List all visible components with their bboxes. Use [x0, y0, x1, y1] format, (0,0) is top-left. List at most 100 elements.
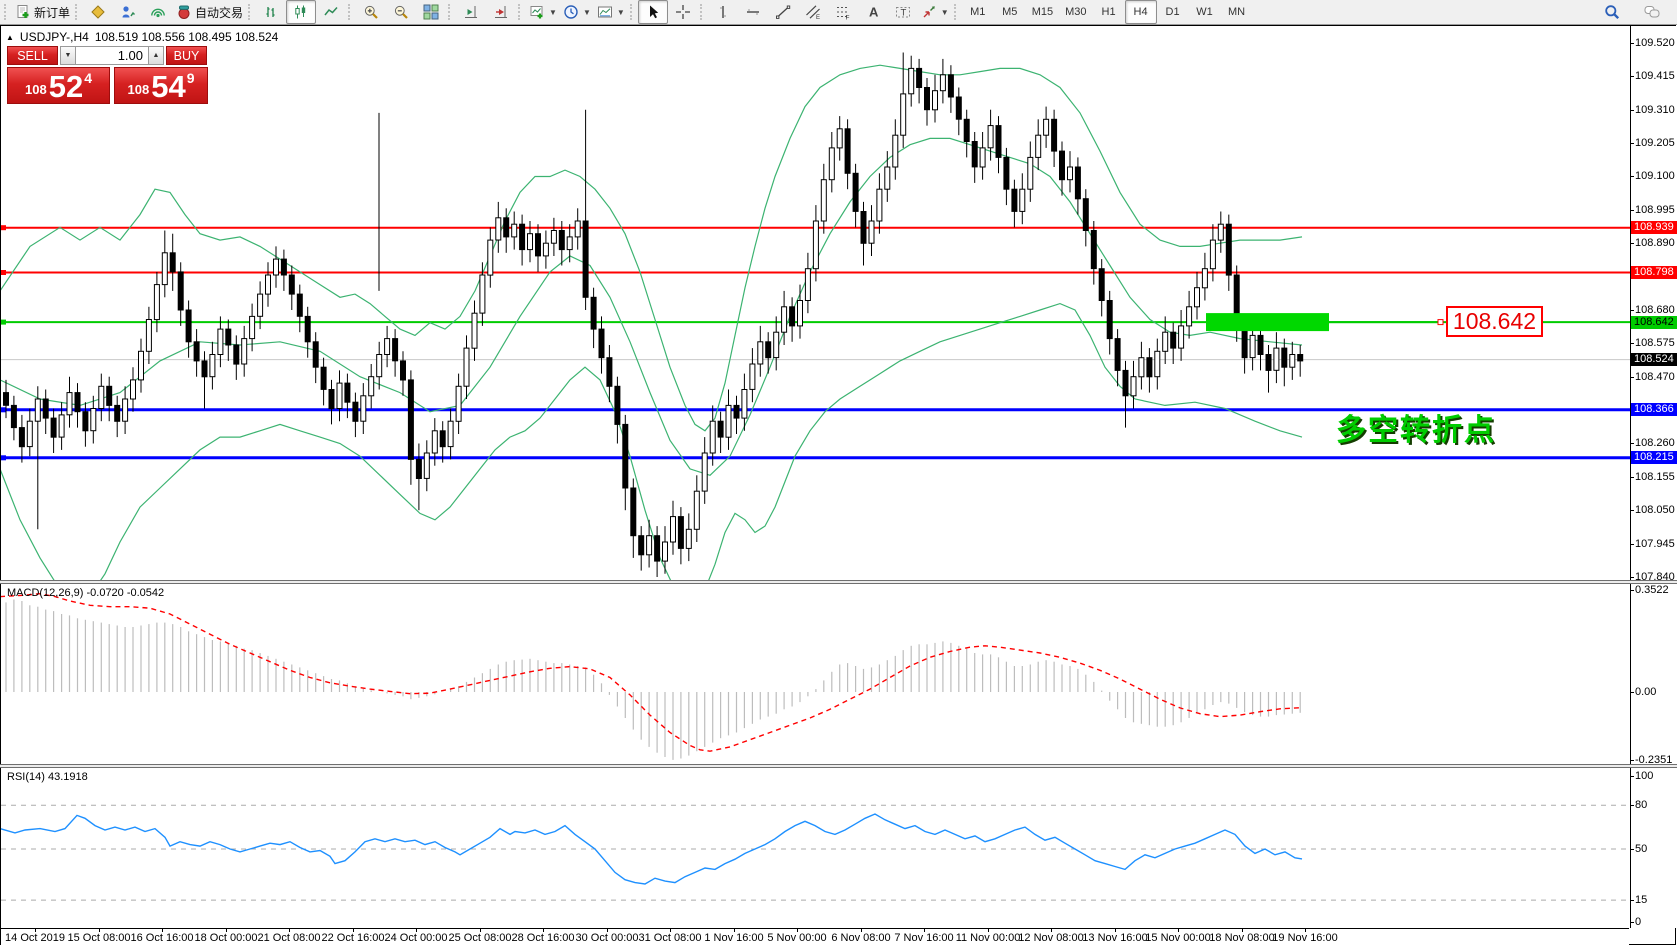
date-tick-label: 1 Nov 16:00	[704, 932, 764, 944]
toolbar-market-watch-button[interactable]	[113, 0, 143, 24]
cursor-icon	[649, 5, 658, 19]
timeframe-mn-button[interactable]: MN	[1227, 6, 1246, 18]
date-tick-label: 13 Nov 16:00	[1082, 932, 1148, 944]
rsi-tick-label: 50	[1635, 843, 1648, 855]
market-watch-icon	[122, 6, 136, 18]
sell-price-pips: 52	[48, 69, 84, 104]
autotrade-icon	[178, 5, 190, 19]
channel-icon: E	[805, 5, 820, 20]
toolbar-quotes-button[interactable]	[83, 0, 113, 24]
toolbar-templates-button[interactable]: ▼	[594, 0, 628, 24]
toolbar-channel-button[interactable]: E	[798, 0, 828, 24]
date-tick-label: 11 Nov 00:00	[955, 932, 1021, 944]
date-tick-label: 12 Nov 08:00	[1018, 932, 1084, 944]
toolbar-text-label-button[interactable]: T	[888, 0, 918, 24]
toolbar-group-grip	[518, 4, 522, 20]
ohlc-values: 108.519 108.556 108.495 108.524	[94, 30, 279, 44]
toolbar-autotrade-button[interactable]: 自动交易	[173, 0, 246, 24]
price-tick-label: 109.415	[1635, 70, 1675, 82]
toolbar-fibonacci-button[interactable]: F	[828, 0, 858, 24]
timeframe-m1-button[interactable]: M1	[970, 6, 986, 18]
toolbar-crosshair-button[interactable]	[668, 0, 698, 24]
macd-panel-separator[interactable]	[0, 580, 1677, 584]
date-tick-label: 7 Nov 16:00	[894, 932, 954, 944]
toolbar-periods-button[interactable]: ▼	[560, 0, 594, 24]
timeframe-h4-button[interactable]: H4	[1124, 0, 1157, 24]
new-order-icon	[17, 5, 29, 18]
date-tick-label: 30 Oct 00:00	[575, 932, 639, 944]
toolbar-search-button[interactable]	[1597, 0, 1627, 24]
svg-text:T: T	[900, 8, 906, 19]
price-tick-label: 108.680	[1635, 304, 1675, 316]
timeframe-m15-button[interactable]: M15	[1031, 6, 1054, 18]
tile-icon	[423, 4, 439, 20]
toolbar-signals-button[interactable]	[143, 0, 173, 24]
toolbar-tile-windows-button[interactable]	[416, 0, 446, 24]
rsi-tick-label: 0	[1635, 916, 1642, 928]
trendline-icon	[775, 5, 790, 19]
date-tick-label: 6 Nov 08:00	[831, 932, 891, 944]
chat-icon	[1644, 6, 1660, 18]
price-tick-label: 108.890	[1635, 237, 1675, 249]
timeframe-w1-button[interactable]: W1	[1196, 6, 1213, 18]
price-tick-label: 109.310	[1635, 104, 1675, 116]
timeframe-d1-button[interactable]: D1	[1165, 6, 1180, 18]
toolbar-scroll-to-end-button[interactable]	[456, 0, 486, 24]
level-callout-label[interactable]: 108.642	[1446, 306, 1543, 337]
toolbar-group-grip	[348, 4, 352, 20]
volume-input[interactable]	[76, 46, 148, 65]
search-icon	[1605, 5, 1620, 20]
sell-button[interactable]: SELL	[7, 46, 58, 65]
collapse-icon[interactable]: ▲	[6, 32, 14, 42]
buy-price-figure: 108	[127, 82, 150, 97]
rsi-tick-label: 15	[1635, 894, 1648, 906]
new-chart-icon	[530, 6, 543, 19]
zoom-out-icon	[394, 5, 408, 19]
toolbar-zoom-in-button[interactable]	[356, 0, 386, 24]
toolbar-new-order-button[interactable]: 新订单	[12, 0, 73, 24]
macd-tick-label: -0.2351	[1635, 754, 1673, 766]
toolbar-new-chart-button[interactable]: ▼	[526, 0, 560, 24]
toolbar-bar-chart-button[interactable]	[256, 0, 286, 24]
date-axis[interactable]: 14 Oct 2019 15 Oct 08:00 16 Oct 16:00 18 Oc…	[1, 928, 1629, 946]
toolbar-line-chart-button[interactable]	[316, 0, 346, 24]
chart-area[interactable]	[0, 25, 1676, 945]
toolbar-zoom-out-button[interactable]	[386, 0, 416, 24]
sell-price-button[interactable]: 108 52 4	[7, 67, 110, 104]
price-axis[interactable]: 109.520 109.415 109.310 109.205 109.100 108.9…	[1630, 26, 1677, 928]
toolbar-cursor-button[interactable]	[637, 0, 668, 24]
candles-icon	[295, 5, 306, 19]
toolbar-text-button[interactable]: A	[858, 0, 888, 24]
toolbar-candle-chart-button[interactable]	[286, 0, 317, 24]
timeframe-m5-button[interactable]: M5	[1002, 6, 1018, 18]
toolbar-chat-button[interactable]	[1637, 0, 1667, 24]
buy-button[interactable]: BUY	[166, 46, 207, 65]
date-tick-label: 16 Oct 16:00	[130, 932, 194, 944]
toolbar-shapes-button[interactable]: ▼	[918, 0, 952, 24]
toolbar-auto-scroll-button[interactable]	[486, 0, 516, 24]
sell-price-point: 4	[84, 70, 92, 86]
volume-decrease-button[interactable]: ▼	[60, 46, 76, 65]
price-tag: 108.524	[1631, 353, 1677, 366]
price-tick-label: 108.155	[1635, 471, 1675, 483]
bars-icon	[266, 7, 275, 17]
toolbar-horizontal-line-button[interactable]	[738, 0, 768, 24]
turning-point-annotation[interactable]: 多空转折点	[1336, 414, 1496, 447]
symbol-timeframe: USDJPY-,H4	[19, 30, 89, 44]
price-tick-label: 109.205	[1635, 137, 1675, 149]
toolbar-vertical-line-button[interactable]	[708, 0, 738, 24]
volume-increase-button[interactable]: ▲	[148, 46, 164, 65]
buy-price-button[interactable]: 108 54 9	[114, 67, 208, 104]
toolbar-group-grip	[4, 4, 8, 20]
buy-price-point: 9	[186, 70, 195, 86]
date-tick-label: 18 Oct 00:00	[194, 932, 258, 944]
timeframe-m30-button[interactable]: M30	[1065, 6, 1087, 18]
toolbar-trendline-button[interactable]	[768, 0, 798, 24]
rsi-panel-separator[interactable]	[0, 764, 1677, 768]
macd-indicator-label: MACD(12,26,9) -0.0720 -0.0542	[7, 587, 165, 599]
timeframe-h1-button[interactable]: H1	[1101, 6, 1116, 18]
one-click-trade-panel: SELL ▼ ▲ BUY 108 52 4 108 54 9	[7, 46, 208, 104]
macd-tick-label: 0.00	[1635, 686, 1657, 698]
price-tick-label: 108.260	[1635, 437, 1675, 449]
